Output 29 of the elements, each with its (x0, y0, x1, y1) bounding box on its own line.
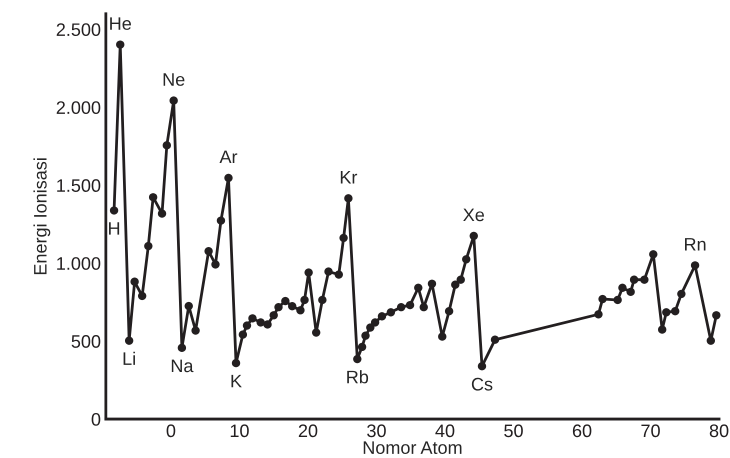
y-tick-label: 500 (72, 335, 100, 348)
annotation: K (231, 374, 242, 388)
x-tick-label: 30 (367, 424, 386, 438)
y-tick-label: 2.500 (56, 23, 100, 36)
x-tick-label: 70 (641, 424, 660, 438)
x-tick-label: 0 (166, 424, 176, 438)
annotation: Cs (472, 378, 492, 391)
annotation: Ar (220, 150, 238, 164)
annotation: Li (124, 352, 135, 365)
y-tick-label: 1.000 (57, 257, 100, 270)
x-tick-label: 80 (710, 424, 728, 438)
x-tick-label: 50 (504, 424, 523, 438)
annotation: Kr (340, 171, 358, 184)
x-tick-label: 60 (572, 424, 592, 438)
y-tick-label: 2.000 (56, 101, 100, 114)
y-tick-label: 0 (92, 413, 100, 426)
annotation: He (110, 17, 131, 30)
annotation: Xe (463, 208, 484, 222)
annotation: Rn (685, 238, 706, 250)
annotation: Na (172, 360, 194, 372)
x-tick-label: 10 (230, 424, 249, 438)
y-tick-label: 1.500 (57, 179, 100, 192)
x-axis-title: Nomor Atom (364, 441, 462, 454)
x-tick-label: 40 (435, 424, 454, 438)
x-tick-label: 20 (298, 424, 318, 438)
y-axis-title: Energi Ionisasi (33, 158, 50, 274)
annotation: H (109, 222, 120, 235)
annotation: Rb (347, 370, 368, 384)
annotation: Ne (164, 73, 184, 86)
